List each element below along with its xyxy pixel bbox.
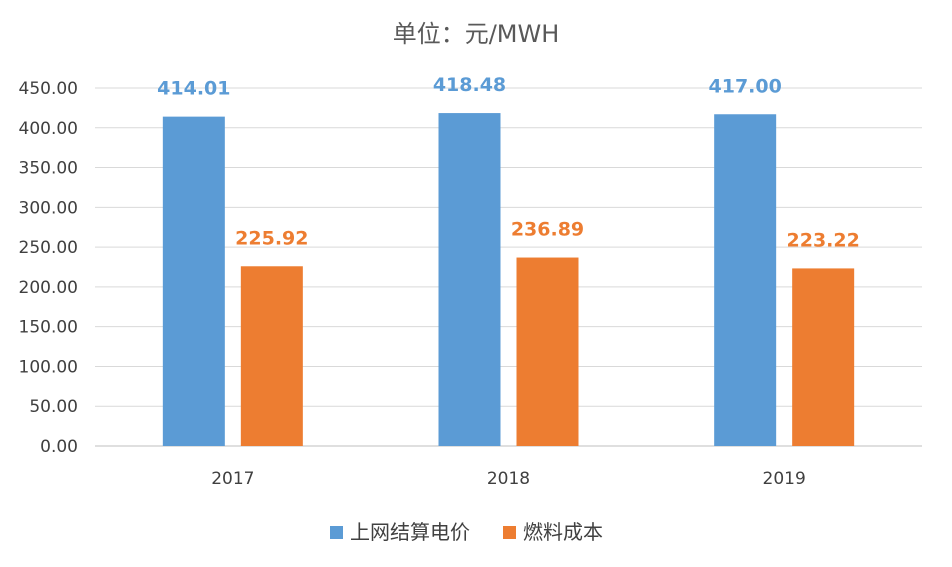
- bar-price-2019: [714, 114, 777, 447]
- legend-label: 燃料成本: [523, 520, 603, 544]
- y-tick-label: 350.00: [19, 159, 78, 179]
- legend-swatch: [330, 526, 343, 539]
- x-axis-categories: 2017 2018 2019: [211, 469, 806, 489]
- legend-label: 上网结算电价: [350, 520, 470, 544]
- y-tick-label: 250.00: [19, 238, 78, 258]
- x-category-label: 2017: [211, 469, 254, 489]
- legend-swatch: [503, 526, 516, 539]
- data-label: 414.01: [157, 78, 230, 100]
- grid-lines: [95, 87, 922, 447]
- y-axis-ticks: 0.00 50.00 100.00 150.00 200.00 250.00 300.00 3…: [19, 79, 78, 457]
- legend: 上网结算电价 燃料成本: [330, 520, 603, 544]
- y-tick-label: 50.00: [29, 397, 78, 417]
- bar-fuel-cost-2018: [516, 257, 579, 446]
- data-label: 418.48: [433, 74, 506, 96]
- bar-price-2018: [438, 113, 501, 446]
- data-label: 417.00: [709, 75, 782, 97]
- y-tick-label: 150.00: [19, 318, 78, 338]
- y-tick-label: 450.00: [19, 79, 78, 99]
- data-labels: 414.01 225.92 418.48 236.89 417.00 223.22: [157, 74, 860, 251]
- bar-price-2017: [162, 116, 225, 446]
- data-label: 236.89: [511, 219, 584, 241]
- y-tick-label: 200.00: [19, 278, 78, 298]
- bar-fuel-cost-2019: [792, 268, 855, 446]
- y-tick-label: 400.00: [19, 119, 78, 139]
- bars: [162, 113, 855, 447]
- data-label: 225.92: [235, 227, 308, 249]
- y-tick-label: 100.00: [19, 357, 78, 377]
- bar-fuel-cost-2017: [240, 266, 303, 446]
- y-tick-label: 0.00: [40, 437, 78, 457]
- x-category-label: 2018: [487, 469, 530, 489]
- y-tick-label: 300.00: [19, 198, 78, 218]
- x-category-label: 2019: [763, 469, 806, 489]
- data-label: 223.22: [787, 229, 860, 251]
- chart-title: 单位：元/MWH: [393, 20, 560, 48]
